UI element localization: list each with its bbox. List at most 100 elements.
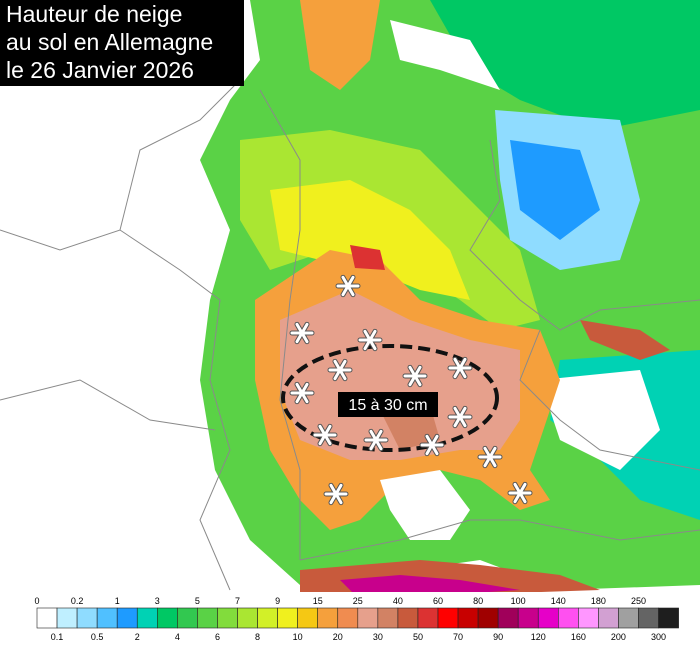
legend-swatch (437, 607, 459, 629)
legend-label: 50 (413, 632, 423, 642)
legend-swatch (116, 607, 138, 629)
legend-swatch (477, 607, 499, 629)
legend-swatch (197, 607, 218, 629)
legend-swatch (277, 607, 298, 629)
legend-swatch (497, 607, 519, 629)
annotation-box (338, 392, 438, 417)
legend-label: 70 (453, 632, 463, 642)
legend-swatch (397, 607, 419, 629)
legend-swatch (517, 607, 539, 629)
legend-label: 7 (235, 596, 240, 606)
snowflake (289, 381, 315, 405)
legend-label: 0.5 (91, 632, 104, 642)
legend-label: 8 (255, 632, 260, 642)
legend-label: 160 (571, 632, 586, 642)
snowflake-stroke (341, 275, 355, 297)
snowflake-stroke (483, 446, 497, 468)
snowflake (327, 358, 353, 382)
annotation: 15 à 30 cm (348, 397, 427, 414)
snowflake (335, 274, 361, 298)
title-line: au sol en Allemagne (6, 29, 213, 55)
legend-label: 100 (511, 596, 526, 606)
legend-label: 6 (215, 632, 220, 642)
snowflake-stroke (318, 424, 332, 446)
legend-label: 80 (473, 596, 483, 606)
legend-swatch (257, 607, 278, 629)
legend-label: 0 (34, 596, 39, 606)
snowflake (402, 364, 428, 388)
legend-swatch (337, 607, 359, 629)
snowflake (363, 428, 389, 452)
snowflake-stroke (425, 434, 439, 456)
legend-swatch (317, 607, 339, 629)
snowflake-stroke (363, 329, 377, 351)
legend-swatch (457, 607, 479, 629)
title-box (0, 0, 244, 86)
legend-swatch (76, 607, 98, 629)
legend-label: 140 (551, 596, 566, 606)
snowflake-stroke (295, 322, 309, 344)
legend-swatch (136, 607, 158, 629)
legend-swatch (237, 607, 258, 629)
region-outline (281, 344, 499, 452)
legend-swatch (177, 607, 198, 629)
title-line: Hauteur de neige (6, 1, 182, 27)
snowflake (357, 328, 383, 352)
legend-label: 120 (531, 632, 546, 642)
legend-label: 1 (115, 596, 120, 606)
title-line: le 26 Janvier 2026 (6, 57, 194, 83)
legend-swatch (658, 607, 679, 629)
snowflake (507, 481, 533, 505)
snowflake (323, 482, 349, 506)
snowflake-stroke (369, 429, 383, 451)
legend-swatch (618, 607, 639, 629)
snowflake (447, 356, 473, 380)
legend-label: 250 (631, 596, 646, 606)
legend-swatch (357, 607, 379, 629)
legend-label: 180 (591, 596, 606, 606)
legend-label: 4 (175, 632, 180, 642)
legend-label: 5 (195, 596, 200, 606)
snowflake-stroke (453, 357, 467, 379)
legend-label: 15 (313, 596, 323, 606)
legend: 0 0.1 0.2 0.5 1 2 3 4 5 6 7 8 9 10 15 20 25 30 40 50 60 70 80 9… (34, 596, 679, 642)
legend-label: 9 (275, 596, 280, 606)
legend-swatch (557, 607, 579, 629)
legend-label: 3 (155, 596, 160, 606)
legend-label: 25 (353, 596, 363, 606)
legend-swatch (56, 607, 78, 629)
legend-label: 0.1 (51, 632, 64, 642)
legend-swatch (598, 607, 619, 629)
legend-swatch (297, 607, 318, 629)
snowflake-stroke (513, 482, 527, 504)
snowflake (419, 433, 445, 457)
snow-fields (200, 0, 700, 600)
legend-label: 60 (433, 596, 443, 606)
snowflake (312, 423, 338, 447)
legend-label: 0.2 (71, 596, 84, 606)
legend-swatch (417, 607, 439, 629)
snowflake-icons (289, 274, 533, 506)
snowflake (447, 405, 473, 429)
legend-label: 40 (393, 596, 403, 606)
legend-swatch (377, 607, 399, 629)
legend-swatch (217, 607, 238, 629)
snowflake (289, 321, 315, 345)
legend-swatch (578, 607, 599, 629)
legend-label: 20 (333, 632, 343, 642)
legend-swatch (537, 607, 559, 629)
legend-label: 200 (611, 632, 626, 642)
legend-label: 300 (651, 632, 666, 642)
snowflake-stroke (453, 406, 467, 428)
legend-swatch (157, 607, 178, 629)
legend-label: 90 (493, 632, 503, 642)
legend-label: 10 (293, 632, 303, 642)
snowflake (477, 445, 503, 469)
legend-label: 2 (135, 632, 140, 642)
legend-swatch (36, 607, 58, 629)
legend-swatch (96, 607, 118, 629)
borders (0, 79, 700, 591)
snowflake-stroke (329, 483, 343, 505)
legend-swatch (638, 607, 659, 629)
